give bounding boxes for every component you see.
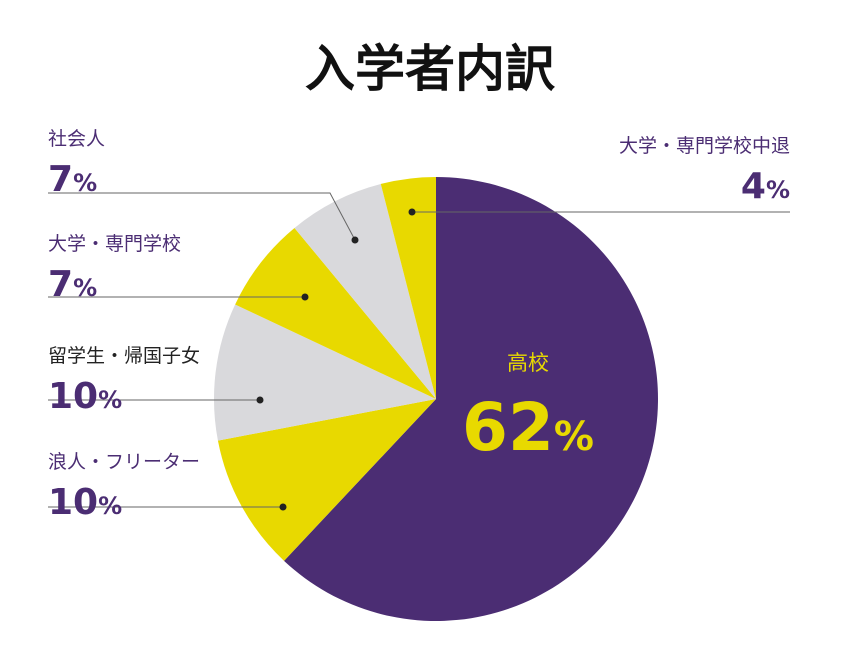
slice-value-5: 4%	[741, 166, 790, 207]
slice-value-1: 10%	[48, 482, 122, 523]
slice-value-2: 10%	[48, 376, 122, 417]
leader-dot-1	[279, 503, 287, 511]
pie-slice-2	[214, 304, 436, 441]
slice-label-2: 留学生・帰国子女	[48, 345, 200, 367]
leader-dot-2	[256, 396, 264, 404]
slice-label-0: 高校	[507, 351, 549, 375]
slice-value-3: 7%	[48, 264, 97, 305]
leader-dot-3	[301, 293, 309, 301]
leader-dot-4	[351, 236, 359, 244]
leader-dot-5	[408, 208, 416, 216]
slice-value-0: 62%	[462, 389, 594, 466]
slice-label-5: 大学・専門学校中退	[619, 135, 790, 157]
pie-slice-3	[235, 227, 436, 399]
slice-labels: 浪人・フリーター 10% 留学生・帰国子女 10% 大学・専門学校 7% 社会人 7% 大学・専…	[48, 128, 790, 523]
pie-slice-0	[284, 177, 658, 621]
pie-slice-5	[380, 177, 436, 399]
chart-title: 入学者内訳	[305, 40, 555, 98]
leader-line-4	[48, 192, 356, 241]
pie-slice-1	[217, 399, 436, 561]
pie-slice-4	[294, 183, 436, 399]
slice-label-1: 浪人・フリーター	[48, 451, 200, 473]
slice-label-4: 社会人	[48, 128, 105, 150]
slice-label-3: 大学・専門学校	[48, 233, 181, 255]
slice-value-4: 7%	[48, 159, 97, 200]
pie-slices	[214, 177, 658, 621]
leader-lines	[48, 192, 790, 511]
